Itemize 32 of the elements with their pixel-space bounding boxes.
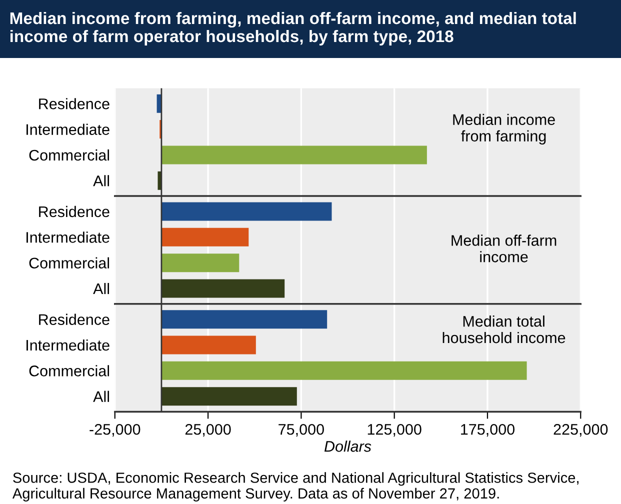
y-tick-label: Residence [39,206,110,218]
x-tick-label: 75,000 [278,424,324,437]
y-tick-label: Residence [39,314,110,326]
source-note: Source: USDA, Economic Research Service and National Agricultural Statistics Service, Agricultural Resource Management Survey. Data as of November 27, 2019. [12,472,578,502]
bar [161,202,332,221]
bar [161,310,328,329]
annotation: Median off-farm income [452,234,556,262]
chart-title: Median income from farming, median off-farm income, and median total income of farm operator households, by farm type, 2018 [10,12,576,46]
bar [161,254,240,272]
x-tick-label: -25,000 [90,424,140,437]
y-tick-label: All [93,282,109,294]
bar [161,279,285,298]
x-tick-label: 125,000 [368,424,422,437]
annotation: Median total household income [442,316,566,344]
x-tick-label: 225,000 [554,424,608,437]
bar [161,228,249,246]
bar [161,336,256,354]
y-tick-label: Residence [39,98,110,110]
bar [161,361,527,380]
y-tick-label: Commercial [29,257,110,269]
x-tick-label: 175,000 [461,424,515,437]
y-tick-label: All [93,175,109,186]
y-tick-label: Commercial [29,365,110,376]
y-tick-label: Intermediate [26,232,110,243]
y-tick-label: Commercial [29,149,110,161]
y-tick-label: Intermediate [26,339,110,351]
x-axis-title: Dollars [324,440,372,452]
y-tick-label: All [93,390,109,402]
y-tick-label: Intermediate [26,124,110,135]
bar [161,387,297,406]
annotation: Median income from farming [453,114,555,145]
x-tick-label: 25,000 [185,424,231,437]
